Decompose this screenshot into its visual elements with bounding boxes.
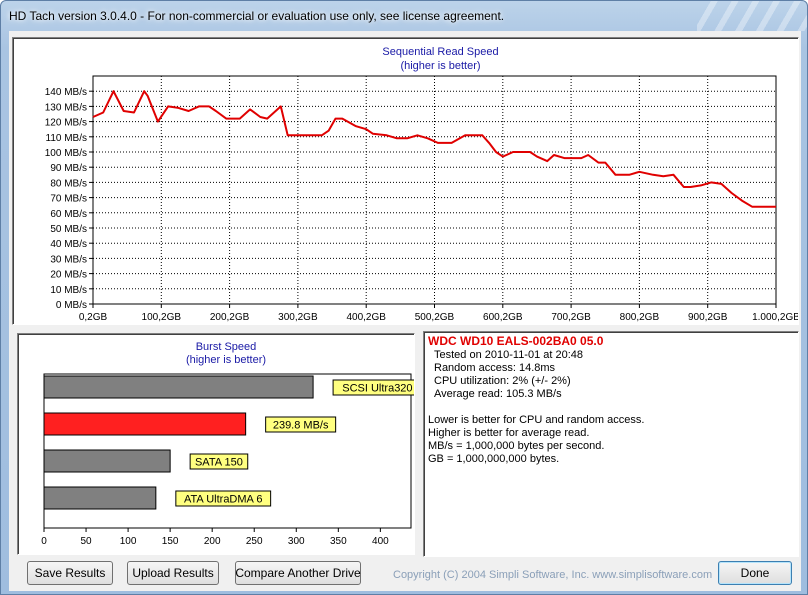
seq-x-tick-label: 300,2GB <box>278 312 318 323</box>
sequential-read-chart: Sequential Read Speed (higher is better) 0… <box>45 46 798 323</box>
seq-y-tick-label: 70 MB/s <box>50 194 87 205</box>
burst-bar-label-box <box>189 453 249 470</box>
seq-y-tick-label: 120 MB/s <box>45 118 87 129</box>
burst-speed-chart: Burst Speed(higher is better) SCSI Ultra3… <box>41 341 414 547</box>
seq-x-tick-label: 0,2GB <box>79 312 108 323</box>
seq-y-tick-label: 30 MB/s <box>50 254 87 265</box>
burst-bar-label-box <box>332 379 414 396</box>
burst-chart-panel: Burst Speed (higher is better) SCSI Ultra3… <box>17 333 415 555</box>
seq-x-tick-label: 800,2GB <box>620 312 660 323</box>
seq-x-tick-label: 600,2GB <box>483 312 523 323</box>
title-bar-glass <box>697 1 807 31</box>
note-average-read: Higher is better for average read. <box>428 427 590 439</box>
burst-x-tick-label: 350 <box>330 536 347 547</box>
save-results-button[interactable]: Save Results <box>27 561 113 585</box>
seq-x-tick-label: 700,2GB <box>551 312 591 323</box>
drive-name: WDC WD10 EALS-002BA0 05.0 <box>428 334 604 348</box>
burst-x-tick-label: 400 <box>372 536 389 547</box>
burst-bar-label-box <box>175 490 272 507</box>
done-button[interactable]: Done <box>718 561 792 585</box>
copyright-text: Copyright (C) 2004 Simpli Software, Inc.… <box>393 569 713 581</box>
burst-x-tick-label: 0 <box>41 536 47 547</box>
seq-y-tick-label: 100 MB/s <box>45 148 87 159</box>
burst-bar-label: ATA UltraDMA 6 <box>184 494 262 506</box>
client-area: Sequential Read Speed (higher is better) 0… <box>9 31 801 591</box>
burst-bar <box>43 449 171 473</box>
seq-y-tick-label: 20 MB/s <box>50 270 87 281</box>
tested-on-text: Tested on 2010-11-01 at 20:48 <box>434 349 584 361</box>
seq-y-tick-label: 10 MB/s <box>50 285 87 296</box>
seq-read-line <box>92 90 776 208</box>
burst-bar <box>43 412 247 436</box>
seq-x-tick-label: 1.000,2GB <box>752 312 798 323</box>
random-access-text: Random access: 14.8ms <box>434 362 556 374</box>
seq-x-tick-label: 900,2GB <box>688 312 728 323</box>
burst-x-tick-label: 100 <box>120 536 137 547</box>
burst-bar <box>43 375 314 399</box>
burst-bar <box>43 486 157 510</box>
note-cpu-random: Lower is better for CPU and random acces… <box>428 414 645 426</box>
seq-y-tick-label: 80 MB/s <box>50 178 87 189</box>
upload-results-button[interactable]: Upload Results <box>127 561 219 585</box>
seq-chart-title: Sequential Read Speed <box>382 46 498 58</box>
sequential-chart-panel: Sequential Read Speed (higher is better) 0… <box>12 37 799 325</box>
burst-x-tick-label: 150 <box>162 536 179 547</box>
seq-x-tick-label: 400,2GB <box>346 312 386 323</box>
burst-x-tick-label: 50 <box>80 536 92 547</box>
burst-bar-label: 239.8 MB/s <box>273 420 329 432</box>
note-mbs-definition: MB/s = 1,000,000 bytes per second. <box>428 440 605 452</box>
drive-info-panel: WDC WD10 EALS-002BA0 05.0 Tested on 2010… <box>423 331 799 557</box>
note-gb-definition: GB = 1,000,000,000 bytes. <box>428 453 560 465</box>
seq-y-tick-label: 140 MB/s <box>45 87 87 98</box>
title-bar[interactable]: HD Tach version 3.0.4.0 - For non-commer… <box>1 1 807 31</box>
seq-y-tick-label: 40 MB/s <box>50 239 87 250</box>
burst-bar-label: SATA 150 <box>195 457 243 469</box>
average-read-text: Average read: 105.3 MB/s <box>434 388 562 400</box>
burst-x-tick-label: 300 <box>288 536 305 547</box>
seq-y-tick-label: 60 MB/s <box>50 209 87 220</box>
seq-x-tick-label: 200,2GB <box>210 312 250 323</box>
seq-x-tick-label: 100,2GB <box>142 312 182 323</box>
burst-chart-title: Burst Speed <box>196 341 257 353</box>
seq-y-tick-label: 90 MB/s <box>50 163 87 174</box>
burst-x-tick-label: 200 <box>204 536 221 547</box>
burst-bar-label: SCSI Ultra320 <box>342 383 412 395</box>
burst-chart-subtitle: (higher is better) <box>186 354 266 366</box>
seq-y-tick-label: 130 MB/s <box>45 102 87 113</box>
seq-y-tick-label: 110 MB/s <box>46 133 88 144</box>
cpu-utilization-text: CPU utilization: 2% (+/- 2%) <box>434 375 571 387</box>
burst-bar-label-box <box>265 416 337 433</box>
compare-another-drive-button[interactable]: Compare Another Drive <box>235 561 361 585</box>
seq-y-tick-label: 0 MB/s <box>56 300 87 311</box>
seq-x-tick-label: 500,2GB <box>415 312 455 323</box>
seq-y-tick-label: 50 MB/s <box>50 224 87 235</box>
window-title: HD Tach version 3.0.4.0 - For non-commer… <box>9 9 505 23</box>
burst-x-tick-label: 250 <box>246 536 263 547</box>
seq-chart-subtitle: (higher is better) <box>400 60 480 72</box>
